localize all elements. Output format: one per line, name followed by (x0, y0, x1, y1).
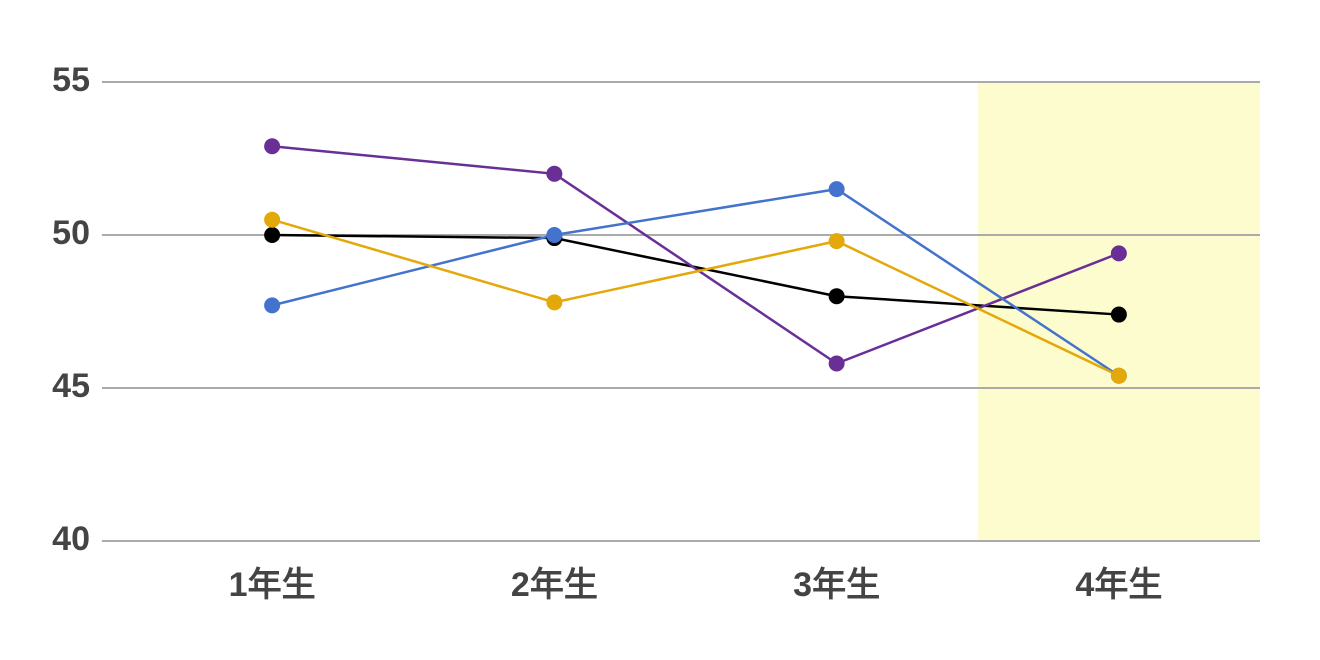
data-point (264, 297, 281, 314)
data-point (1110, 306, 1127, 323)
y-tick-label: 45 (52, 367, 90, 405)
data-point (828, 233, 845, 250)
series-line (271, 187, 1120, 377)
data-point (1110, 245, 1127, 262)
data-point (828, 181, 845, 198)
y-tick-label: 40 (52, 520, 90, 558)
x-tick-label: 2年生 (511, 566, 598, 604)
y-tick-label: 55 (52, 61, 90, 99)
series-line (272, 233, 1119, 316)
x-tick-label: 4年生 (1075, 566, 1162, 604)
data-point (828, 355, 845, 372)
data-point (264, 227, 281, 243)
data-point (828, 288, 845, 305)
x-tick-label: 1年生 (229, 566, 316, 604)
data-point (546, 227, 563, 243)
y-tick-label: 50 (52, 214, 90, 252)
data-point (264, 211, 281, 228)
x-tick-label: 3年生 (793, 566, 880, 604)
data-point (1110, 367, 1127, 384)
series-line (271, 218, 1120, 377)
data-point (546, 294, 563, 311)
data-point (546, 165, 563, 182)
data-point (264, 138, 281, 155)
